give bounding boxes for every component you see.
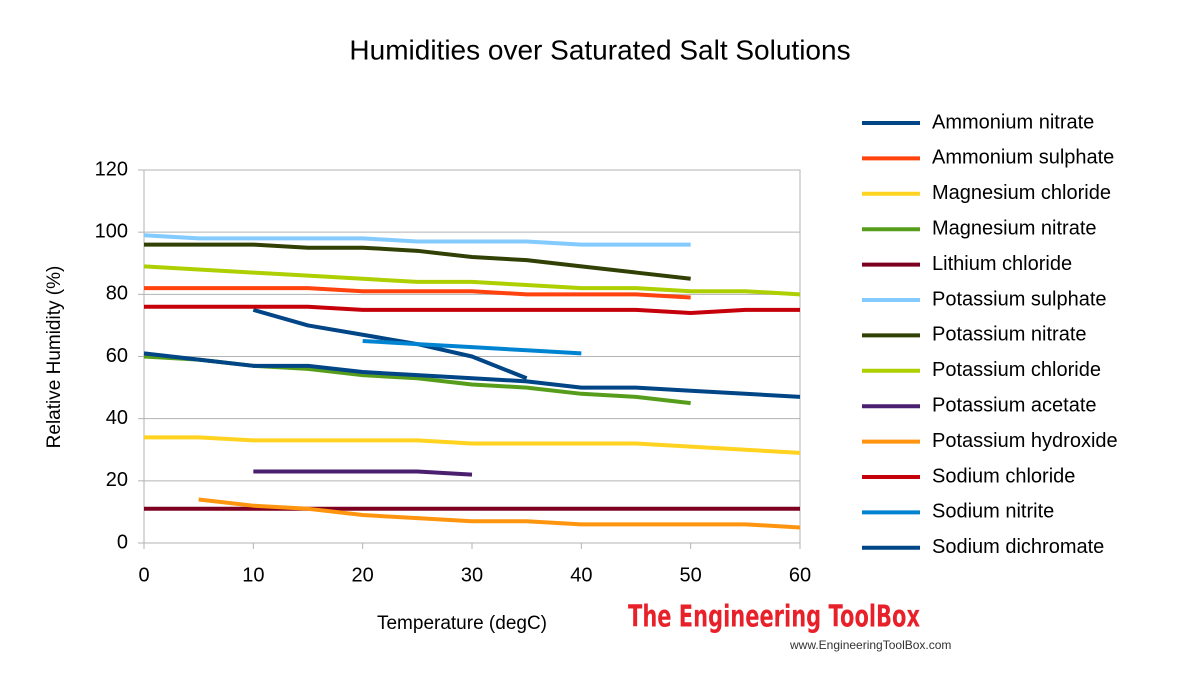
legend-label: Magnesium nitrate (932, 217, 1097, 239)
series-line (252, 307, 528, 381)
legend-label: Sodium dichromate (932, 536, 1104, 558)
x-tick-label: 0 (138, 564, 149, 586)
x-tick-label: 40 (570, 564, 592, 586)
series-line (144, 435, 801, 455)
series-line (143, 264, 801, 297)
chart-title: Humidities over Saturated Salt Solutions (349, 34, 850, 65)
series-line (143, 233, 691, 247)
legend-label: Magnesium chloride (932, 182, 1111, 204)
y-tick-label: 100 (95, 220, 128, 242)
series-line (198, 497, 801, 530)
y-axis-label: Relative Humidity (%) (44, 266, 65, 449)
watermark-url: www.EngineeringToolBox.com (789, 638, 951, 652)
x-tick-label: 10 (242, 564, 264, 586)
y-tick-label: 60 (106, 345, 128, 367)
watermark: The Engineering ToolBox (628, 600, 920, 635)
series-line (144, 242, 691, 281)
series-line (143, 351, 801, 399)
y-tick-label: 40 (106, 407, 128, 429)
legend-label: Ammonium sulphate (932, 147, 1114, 169)
legend-label: Potassium sulphate (932, 288, 1107, 310)
y-tick-label: 20 (106, 469, 128, 491)
legend-label: Potassium nitrate (932, 324, 1087, 346)
x-axis-label: Temperature (degC) (377, 613, 547, 634)
legend-label: Sodium chloride (932, 465, 1075, 487)
legend-label: Potassium acetate (932, 394, 1097, 416)
y-tick-label: 120 (95, 158, 128, 180)
legend-label: Potassium hydroxide (932, 430, 1118, 452)
series-line (362, 338, 582, 356)
x-tick-label: 20 (352, 564, 374, 586)
x-tick-label: 30 (461, 564, 483, 586)
x-tick-label: 50 (680, 564, 702, 586)
x-tick-label: 60 (789, 564, 811, 586)
legend-label: Sodium nitrite (932, 501, 1054, 523)
y-tick-label: 0 (117, 531, 128, 553)
legend-label: Ammonium nitrate (932, 111, 1094, 133)
legend-label: Potassium chloride (932, 359, 1101, 381)
series-line (144, 304, 800, 315)
series-line (253, 469, 473, 477)
series-line (144, 286, 691, 300)
y-tick-label: 80 (106, 283, 128, 305)
legend-label: Lithium chloride (932, 253, 1072, 275)
